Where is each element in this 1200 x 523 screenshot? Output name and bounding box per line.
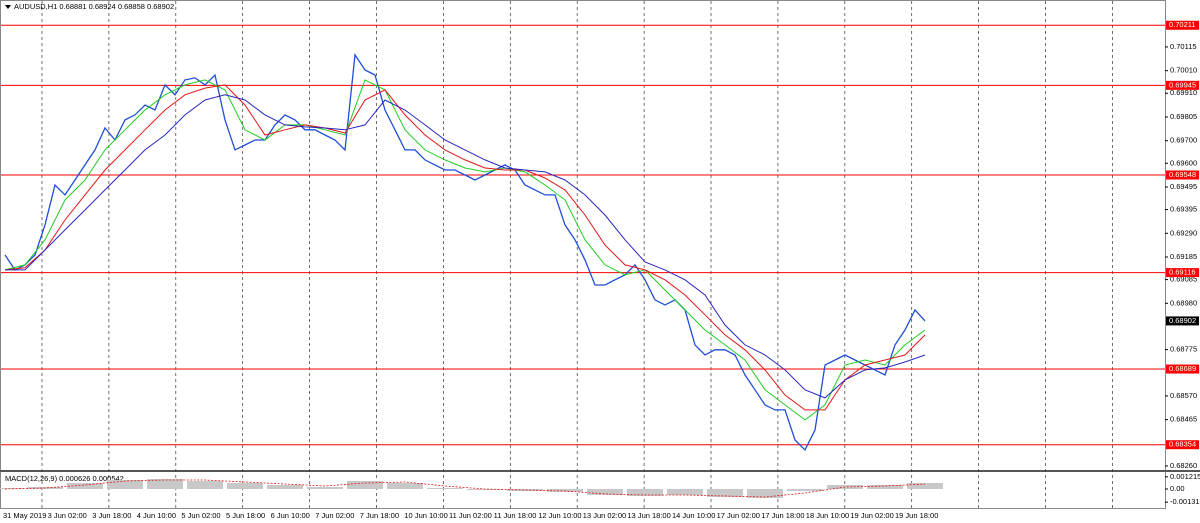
y-tick-label: 0.68570 — [1170, 391, 1197, 400]
x-tick-label: 4 Jun 10:00 — [137, 511, 176, 520]
macd-bar — [347, 481, 383, 489]
y-tick-label: 0.69395 — [1170, 205, 1197, 214]
level-label: 0.69548 — [1169, 170, 1196, 179]
x-tick-label: 17 Jun 18:00 — [761, 511, 804, 520]
macd-bar — [507, 489, 543, 491]
x-tick-label: 13 Jun 02:00 — [583, 511, 626, 520]
moving-average — [4, 84, 926, 411]
x-tick-label: 7 Jun 18:00 — [360, 511, 399, 520]
macd-bar — [227, 483, 263, 489]
y-tick-label: -0.001317 — [1170, 497, 1200, 506]
level-label-box — [1166, 170, 1199, 180]
level-label-box — [1166, 364, 1199, 374]
level-label: 0.69945 — [1169, 80, 1196, 89]
x-tick-label: 7 Jun 02:00 — [315, 511, 354, 520]
x-tick-label: 11 Jun 02:00 — [449, 511, 492, 520]
x-tick-label: 3 Jun 18:00 — [92, 511, 131, 520]
last-price-box — [1166, 316, 1199, 326]
macd-bar — [467, 489, 503, 490]
moving-average — [4, 79, 926, 421]
x-tick-label: 5 Jun 02:00 — [181, 511, 220, 520]
macd-bar — [427, 488, 463, 489]
x-tick-label: 10 Jun 10:00 — [404, 511, 447, 520]
x-tick-label: 5 Jun 18:00 — [226, 511, 265, 520]
indicator-header: MACD(12,26,9) 0.000626 0.000542 — [5, 474, 124, 483]
level-label-box — [1166, 20, 1199, 30]
macd-bar — [787, 489, 823, 491]
y-tick-label: 0.69085 — [1170, 275, 1197, 284]
macd-bar — [307, 487, 343, 489]
macd-bar — [547, 489, 583, 492]
macd-bar — [867, 485, 903, 489]
x-tick-label: 19 Jun 18:00 — [895, 511, 938, 520]
macd-bar — [387, 483, 423, 489]
x-tick-label: 13 Jun 18:00 — [627, 511, 670, 520]
x-tick-label: 12 Jun 10:00 — [538, 511, 581, 520]
level-label-box — [1166, 268, 1199, 278]
x-tick-label: 19 Jun 02:00 — [850, 511, 893, 520]
macd-bar — [187, 481, 223, 489]
level-label: 0.68354 — [1169, 440, 1196, 449]
level-label: 0.70211 — [1169, 20, 1196, 29]
price-line — [4, 53, 926, 451]
y-tick-label: 0.68980 — [1170, 298, 1197, 307]
last-price-label: 0.68902 — [1169, 316, 1196, 325]
macd-bar — [907, 483, 943, 489]
macd-bar — [267, 485, 303, 489]
x-tick-label: 18 Jun 10:00 — [806, 511, 849, 520]
y-tick-label: 0.70115 — [1170, 42, 1197, 51]
macd-bar — [67, 483, 103, 489]
x-tick-label: 6 Jun 10:00 — [271, 511, 310, 520]
macd-bar — [0, 488, 23, 489]
macd-bar — [107, 480, 143, 489]
y-tick-label: 0.68775 — [1170, 345, 1197, 354]
level-label-box — [1166, 440, 1199, 450]
x-tick-label: 3 Jun 02:00 — [48, 511, 87, 520]
macd-bar — [587, 489, 623, 495]
macd-signal — [4, 479, 926, 498]
symbol-menu-arrow[interactable] — [5, 5, 11, 9]
y-tick-label: 0.69700 — [1170, 136, 1197, 145]
macd-bar — [147, 479, 183, 489]
level-label: 0.68689 — [1169, 364, 1196, 373]
macd-bar — [747, 489, 783, 498]
x-tick-label: 14 Jun 10:00 — [672, 511, 715, 520]
level-label: 0.69116 — [1169, 268, 1196, 277]
y-tick-label: 0.00 — [1170, 484, 1185, 493]
y-tick-label: 0.69600 — [1170, 158, 1197, 167]
y-tick-label: 0.68260 — [1170, 461, 1197, 470]
y-tick-label: 0.69910 — [1170, 88, 1197, 97]
level-label-box — [1166, 80, 1199, 90]
y-tick-label: 0.70010 — [1170, 66, 1197, 75]
y-tick-label: 0.69805 — [1170, 112, 1197, 121]
y-tick-label: 0.69290 — [1170, 228, 1197, 237]
x-tick-label: 31 May 2019 — [3, 511, 46, 520]
macd-bar — [707, 489, 743, 497]
moving-average — [5, 94, 926, 399]
y-tick-label: 0.001215 — [1170, 472, 1200, 481]
x-tick-label: 11 Jun 18:00 — [494, 511, 537, 520]
x-tick-label: 17 Jun 02:00 — [717, 511, 760, 520]
y-tick-label: 0.68465 — [1170, 415, 1197, 424]
y-tick-label: 0.69495 — [1170, 182, 1197, 191]
chart-header: AUDUSD,H1 0.68881 0.68924 0.68858 0.6890… — [14, 2, 174, 11]
macd-bar — [667, 489, 703, 495]
macd-bar — [627, 489, 663, 496]
y-tick-label: 0.69185 — [1170, 252, 1197, 261]
